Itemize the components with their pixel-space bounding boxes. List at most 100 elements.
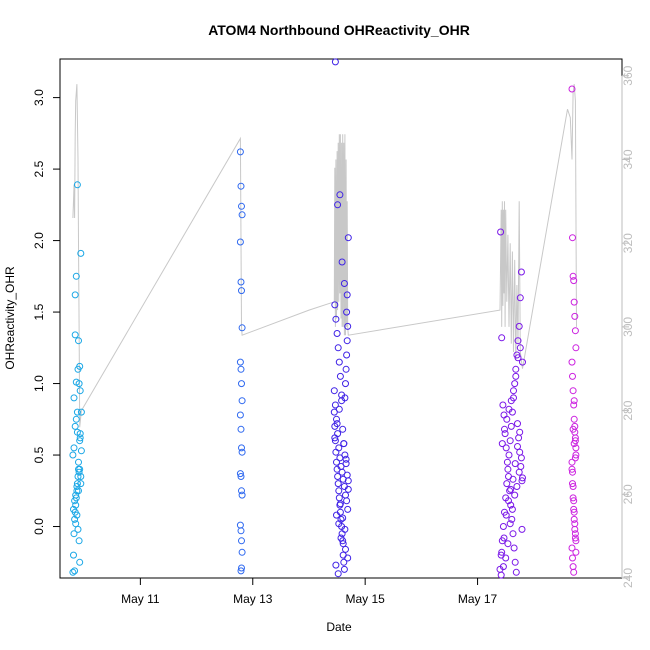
data-point xyxy=(77,473,85,480)
y2-tick-label: 240 xyxy=(621,568,635,588)
data-point xyxy=(502,511,510,519)
data-point xyxy=(338,391,346,399)
data-point xyxy=(333,420,341,428)
data-point xyxy=(344,234,352,242)
data-point xyxy=(569,387,577,395)
data-point xyxy=(238,324,246,332)
data-point xyxy=(336,191,344,199)
data-point xyxy=(236,411,244,419)
data-point xyxy=(342,380,349,388)
data-point xyxy=(571,454,579,462)
data-point xyxy=(517,454,525,462)
data-point xyxy=(340,280,348,287)
y2-tick-label: 300 xyxy=(621,317,635,337)
data-point xyxy=(511,558,519,566)
data-point xyxy=(77,480,85,488)
data-point xyxy=(71,291,79,299)
data-point xyxy=(499,401,507,409)
data-point xyxy=(342,365,350,373)
data-point xyxy=(238,487,245,495)
y2-tick-label: 340 xyxy=(621,149,635,169)
data-point xyxy=(343,337,351,345)
data-point xyxy=(77,408,85,416)
data-point xyxy=(343,308,351,316)
data-point xyxy=(335,444,343,452)
data-point xyxy=(236,238,244,246)
data-point xyxy=(339,514,347,522)
data-point xyxy=(334,201,342,209)
data-point xyxy=(343,471,351,479)
data-point xyxy=(569,483,577,490)
data-point xyxy=(513,483,521,490)
data-point xyxy=(515,322,523,330)
data-point xyxy=(334,480,342,488)
data-point xyxy=(506,437,514,445)
data-point xyxy=(344,477,352,485)
data-point xyxy=(336,500,344,508)
data-point xyxy=(342,455,350,463)
data-point xyxy=(74,473,82,480)
y-tick-label: 0.0 xyxy=(32,518,46,535)
x-tick-label: May 13 xyxy=(233,592,273,606)
data-point xyxy=(70,530,78,538)
data-point xyxy=(344,322,352,330)
data-point xyxy=(518,477,526,485)
y-tick-label: 2.5 xyxy=(32,160,46,177)
data-point xyxy=(75,337,82,345)
data-point xyxy=(507,397,515,405)
data-point xyxy=(69,451,77,459)
data-point xyxy=(570,508,578,516)
data-point xyxy=(568,458,576,466)
data-point xyxy=(570,277,578,285)
data-point xyxy=(339,540,347,548)
data-point xyxy=(516,294,524,302)
x-tick-label: May 15 xyxy=(345,592,385,606)
data-point xyxy=(73,408,81,416)
data-point xyxy=(340,440,348,448)
data-point xyxy=(76,434,84,442)
data-point xyxy=(569,425,577,433)
data-point xyxy=(509,475,517,483)
data-point xyxy=(335,487,343,495)
data-point xyxy=(73,428,81,436)
data-point xyxy=(331,437,339,445)
y2-tick-label: 320 xyxy=(621,233,635,253)
data-point xyxy=(572,548,580,556)
data-point xyxy=(498,548,506,556)
data-point xyxy=(344,485,352,493)
data-point xyxy=(330,387,338,395)
y-tick-label: 0.5 xyxy=(32,446,46,463)
data-point xyxy=(331,301,339,309)
data-point xyxy=(76,387,84,395)
data-point xyxy=(505,473,512,480)
points-layer xyxy=(69,58,580,579)
data-point xyxy=(571,312,579,320)
data-point xyxy=(503,415,511,423)
data-point xyxy=(569,554,576,562)
data-point xyxy=(570,440,578,448)
data-point xyxy=(338,258,346,266)
data-point xyxy=(571,534,579,542)
data-point xyxy=(497,571,505,579)
data-point xyxy=(570,505,578,513)
data-point xyxy=(69,568,77,576)
data-point xyxy=(236,470,244,478)
data-point xyxy=(72,520,80,528)
y-tick-label: 1.5 xyxy=(32,303,46,320)
data-point xyxy=(508,505,516,513)
data-point xyxy=(502,554,510,562)
data-point xyxy=(72,378,80,386)
data-point xyxy=(571,327,579,335)
y-tick-label: 1.0 xyxy=(32,375,46,392)
data-point xyxy=(570,415,578,423)
data-point xyxy=(332,448,340,456)
data-point xyxy=(511,491,519,499)
data-point xyxy=(76,362,84,370)
data-point xyxy=(572,444,580,452)
data-point xyxy=(75,458,82,466)
data-point xyxy=(331,401,339,409)
data-point xyxy=(236,358,244,366)
data-point xyxy=(238,202,245,210)
data-point xyxy=(511,380,519,388)
data-point xyxy=(519,474,526,482)
